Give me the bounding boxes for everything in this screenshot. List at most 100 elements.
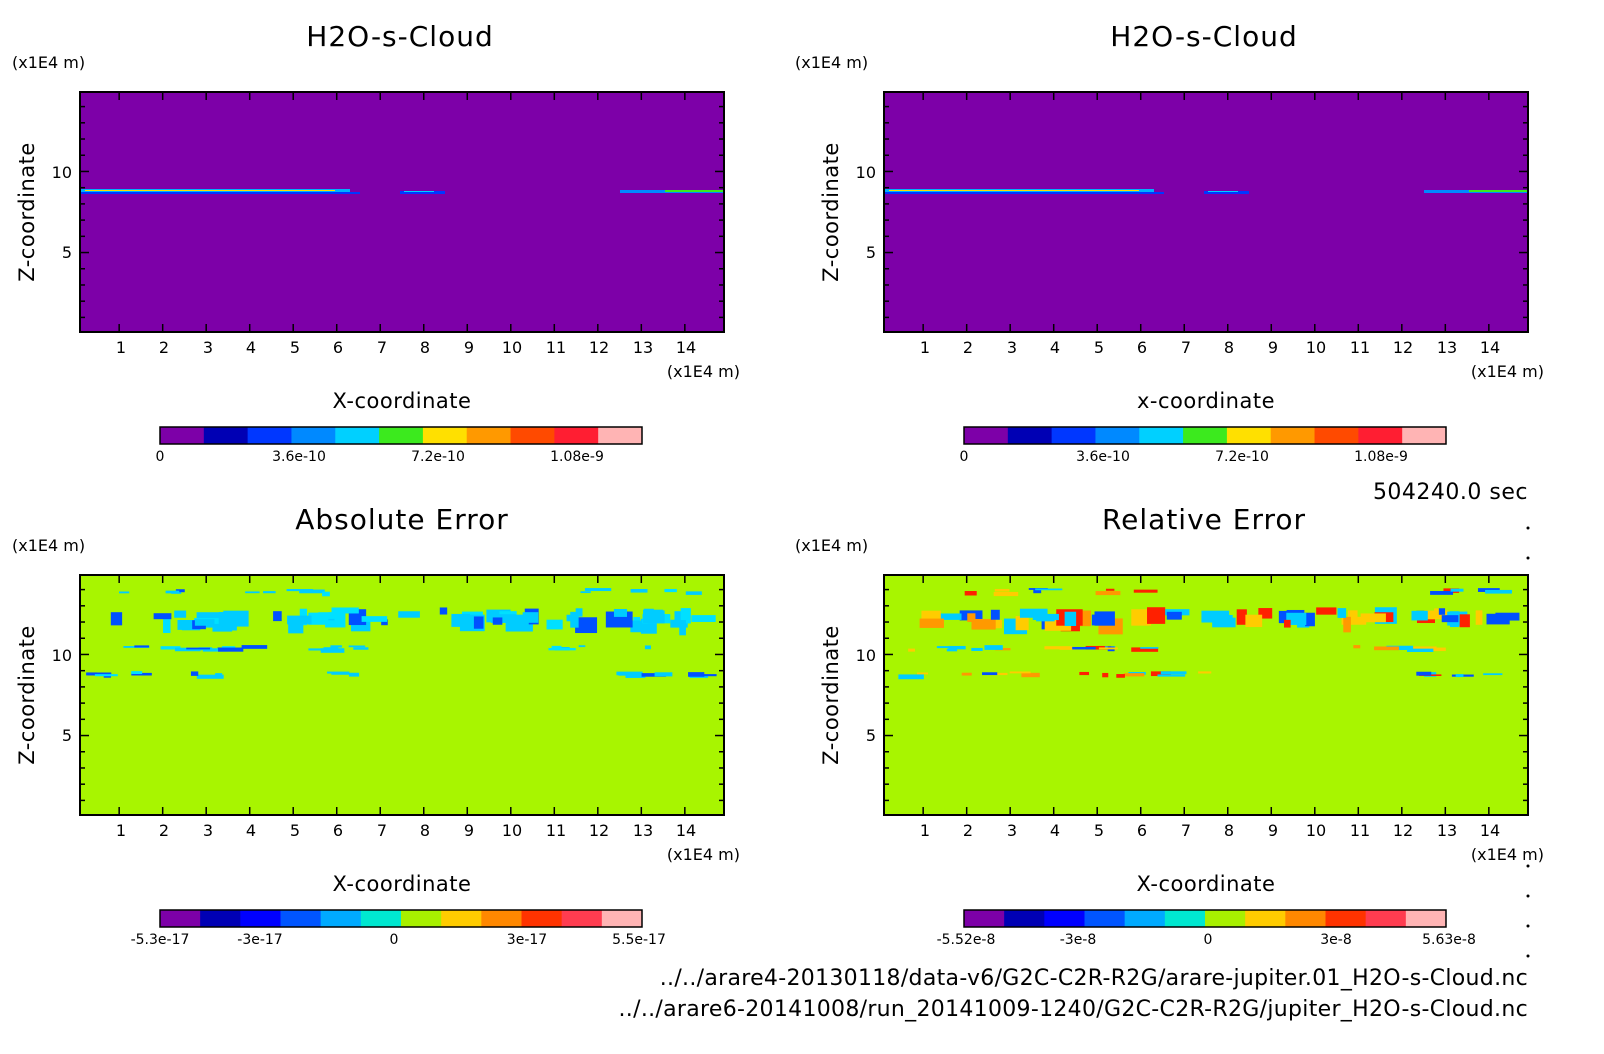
error-patch [216,673,223,676]
colorbar-swatch [360,910,402,927]
plot-background [884,92,1528,332]
y-unit-label: (x1E4 m) [12,53,85,72]
error-patch [134,645,150,648]
panel-cloud-right: H2O-s-Cloud (x1E4 m) 1 2 3 4 5 6 7 8 9 1… [795,20,1544,465]
error-patch [245,591,260,594]
colorbar-swatch [160,910,201,927]
error-patch [618,674,635,676]
colorbar-swatch [280,910,322,927]
x-tick-label: 6 [333,821,343,840]
error-patch [353,647,369,650]
error-patch [946,648,958,652]
plot-frame [883,574,1529,816]
y-tick-label: 5 [866,243,876,262]
x-tick-label: 3 [1007,338,1017,357]
colorbar-swatch [466,427,512,444]
colorbar-frame [159,909,643,928]
x-tick-labels: 1 2 3 4 5 6 7 8 9 10 11 12 13 14 [920,338,1500,357]
error-patch [616,671,643,676]
error-patch [214,673,222,678]
error-patch [1406,648,1434,653]
colorbar-swatch [1405,910,1447,927]
error-patch [1064,611,1077,626]
plot-background [80,92,724,332]
error-patch [643,608,654,620]
colorbar-tick-label: 5.5e-17 [612,932,666,948]
cloud-patch-core [1208,191,1238,192]
error-patch [286,589,314,592]
error-patch [551,645,562,650]
error-patch [330,645,342,648]
error-patch [299,589,325,594]
x-tick-label: 8 [420,821,430,840]
error-patch [322,591,330,597]
colorbar-swatch [441,910,482,927]
error-patch [186,647,211,650]
colorbar-swatch [1314,427,1359,444]
colorbar-tick-label: -3e-17 [237,932,282,948]
colorbar-tick-labels: 0 3.6e-10 7.2e-10 1.08e-9 [960,449,1408,465]
x-tick-label: 10 [1306,338,1326,357]
x-tick-label: 7 [1181,821,1191,840]
colorbar-swatch [1139,427,1184,444]
cloud-layer-core-right [665,190,724,192]
colorbar-swatch [1183,427,1228,444]
error-patch [1201,610,1230,623]
x-axis-label: x-coordinate [1137,389,1275,413]
error-features [86,588,717,679]
colorbar-tick-label: 1.08e-9 [550,449,604,465]
error-patch [218,647,244,652]
colorbar-tick-labels: 0 3.6e-10 7.2e-10 1.08e-9 [156,449,604,465]
error-patch [1079,671,1090,676]
cloud-patch [1204,191,1249,194]
error-patch [1044,646,1072,650]
x-tick-label: 8 [1224,821,1234,840]
error-patch [153,613,172,620]
colorbar-swatch [481,910,522,927]
heatmap-plot-area [883,91,1529,333]
error-patch [1423,647,1446,652]
colorbar-swatch [601,910,643,927]
error-patch [1095,591,1121,596]
error-patch [1353,645,1361,649]
error-patch [1140,647,1159,649]
x-tick-label: 3 [203,338,213,357]
error-patch [1236,609,1247,625]
error-patch [1284,619,1291,628]
x-tick-label: 2 [159,338,169,357]
x-tick-label: 11 [546,821,566,840]
margin-dot [1526,924,1530,928]
error-patch [1166,611,1182,620]
error-patch [1019,608,1048,618]
error-patch [654,672,673,677]
x-tick-label: 8 [420,338,430,357]
error-patch [522,612,539,623]
error-patch [165,590,180,594]
error-patch [578,645,586,648]
y-tick-label: 10 [856,646,876,665]
error-patch [1131,647,1159,652]
error-patch [641,673,667,677]
error-patch [679,620,686,636]
tick-marks [80,92,724,332]
y-tick-label: 10 [52,646,72,665]
heatmap-plot-area [79,574,725,816]
error-patch [680,608,691,624]
colorbar-tick-label: 3.6e-10 [272,449,326,465]
colorbar-tick-labels: -5.52e-8 -3e-8 0 3e-8 5.63e-8 [937,932,1476,948]
x-tick-label: 7 [377,821,387,840]
error-patch [1495,612,1520,621]
margin-dots [1526,526,1530,958]
error-patch [1123,673,1145,677]
error-patch [1475,610,1483,625]
colorbar-swatch [1270,427,1316,444]
colorbar-swatch [291,427,336,444]
error-patch [994,588,1010,592]
error-patch [566,614,574,622]
plot-frame [79,574,725,816]
error-patch [1116,674,1125,678]
y-unit-label: (x1E4 m) [12,536,85,555]
colorbar-tick-label: 7.2e-10 [411,449,465,465]
error-patch [630,589,648,593]
y-axis-label: Z-coordinate [819,625,843,765]
